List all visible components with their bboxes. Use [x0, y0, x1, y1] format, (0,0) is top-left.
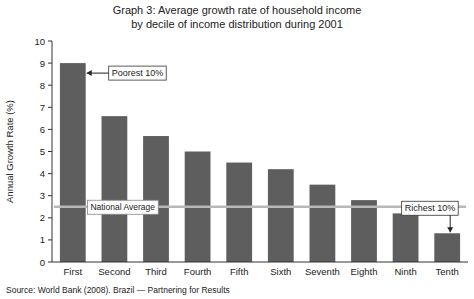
y-tick-label: 8: [40, 80, 45, 91]
annotation-box: [402, 201, 459, 215]
y-tick-label: 2: [40, 212, 45, 223]
y-tick-label: 7: [40, 102, 45, 113]
x-tick-label: Second: [98, 266, 130, 277]
bar: [60, 63, 86, 262]
national-average-box: [87, 200, 158, 214]
y-tick-label: 9: [40, 58, 45, 69]
bar: [434, 233, 460, 262]
y-tick: [48, 195, 52, 196]
y-tick-label: 5: [40, 146, 45, 157]
y-tick-label: 1: [40, 234, 45, 245]
annotation: Poorest 10%: [112, 68, 164, 78]
title: Graph 3: Average growth rate of househol…: [113, 4, 362, 16]
x-tick-label: Ninth: [395, 266, 417, 277]
x-axis: [52, 262, 468, 263]
x-tick-label: Seventh: [305, 266, 340, 277]
y-tick: [48, 217, 52, 218]
source: Source: World Bank (2008). Brazil — Part…: [6, 285, 230, 295]
bar: [310, 185, 336, 262]
annotation-box: [109, 66, 167, 80]
bar: [226, 163, 252, 262]
subtitle: by decile of income distribution during …: [131, 18, 343, 30]
y-tick: [48, 63, 52, 64]
y-tick-label: 6: [40, 124, 45, 135]
y-tick: [48, 85, 52, 86]
bars: [54, 63, 466, 262]
y-tick-label: 10: [34, 36, 45, 47]
bar: [102, 116, 128, 262]
chart-holder: Graph 3: Average growth rate of househol…: [0, 0, 474, 299]
y-tick: [48, 239, 52, 240]
y-axis: [52, 41, 53, 262]
y-tick-label: 4: [40, 168, 45, 179]
y-tick: [48, 129, 52, 130]
x-tick-label: Eighth: [351, 266, 378, 277]
annotation-arrowhead: [87, 70, 92, 76]
y-tick-label: 3: [40, 190, 45, 201]
y-tick: [48, 107, 52, 108]
x-tick-label: Sixth: [270, 266, 291, 277]
y-tick: [48, 173, 52, 174]
y-tick: [48, 262, 52, 263]
x-tick-label: Fifth: [230, 266, 248, 277]
bar: [351, 200, 377, 262]
x-tick-label: Fourth: [184, 266, 211, 277]
bar: [143, 136, 169, 262]
bar: [268, 169, 294, 262]
annotation-arrowhead: [447, 227, 453, 232]
y-axis-label: Annual Growth Rate (%): [4, 100, 15, 203]
y-tick: [48, 151, 52, 152]
national-average-label: National Average: [90, 202, 155, 212]
annotation: Richest 10%: [405, 203, 456, 213]
x-tick-label: Tenth: [436, 266, 459, 277]
bar: [393, 213, 419, 262]
y-tick-label: 0: [40, 257, 45, 268]
chart: Graph 3: Average growth rate of househol…: [0, 0, 474, 299]
x-tick-label: First: [64, 266, 83, 277]
y-tick: [48, 41, 52, 42]
x-tick-label: Third: [145, 266, 167, 277]
